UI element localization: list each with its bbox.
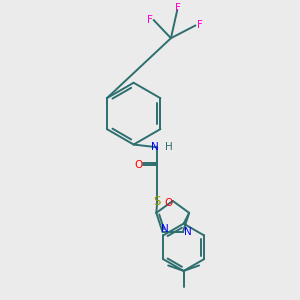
Text: N: N: [151, 142, 159, 152]
Text: F: F: [175, 3, 181, 13]
Text: O: O: [134, 160, 142, 170]
Text: S: S: [154, 195, 161, 208]
Text: H: H: [164, 142, 172, 152]
Text: N: N: [161, 224, 169, 234]
Text: F: F: [147, 15, 153, 25]
Text: F: F: [197, 20, 203, 31]
Text: N: N: [184, 227, 191, 237]
Text: O: O: [164, 198, 172, 208]
